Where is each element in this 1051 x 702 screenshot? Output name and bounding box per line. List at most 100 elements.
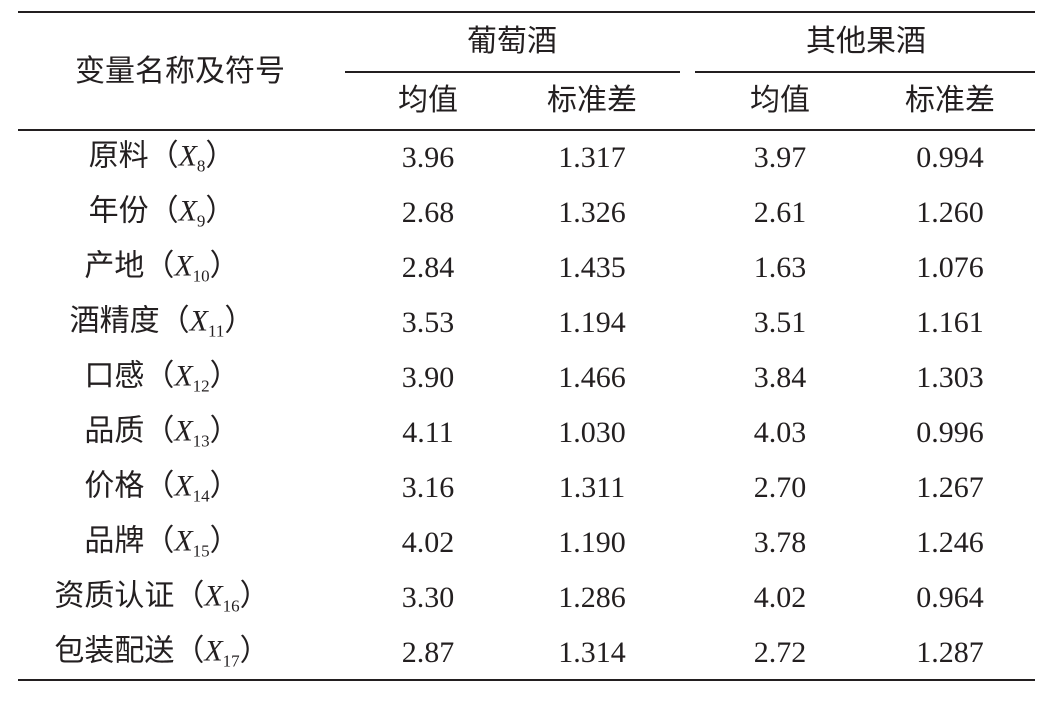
value-cell: 0.996 — [916, 416, 984, 449]
variable-symbol: X — [189, 304, 208, 338]
variable-name: 酒精度 — [69, 304, 160, 338]
value-cell: 1.286 — [558, 581, 626, 614]
variable-subscript: 14 — [192, 486, 210, 506]
variable-symbol: X — [174, 524, 193, 558]
value-cell: 1.267 — [916, 471, 984, 504]
variable-name: 价格 — [84, 469, 145, 503]
bracket: ） — [205, 139, 236, 173]
bracket: ） — [209, 414, 240, 448]
variable-header: 变量名称及符号 — [75, 55, 285, 88]
value-cell: 4.11 — [402, 416, 454, 449]
variable-name: 口感 — [84, 359, 145, 393]
value-cell: 2.61 — [753, 196, 807, 229]
value-cell: 3.30 — [401, 581, 455, 614]
value-cell: 1.435 — [558, 251, 626, 284]
value-cell: 1.246 — [916, 526, 984, 559]
value-cell: 4.03 — [753, 416, 807, 449]
bracket: （ — [144, 249, 175, 283]
bracket: ） — [239, 634, 270, 668]
bracket: ） — [209, 524, 240, 558]
value-cell: 3.90 — [401, 361, 455, 394]
variable-subscript: 12 — [192, 376, 210, 396]
row-label: 品牌（X15） — [84, 524, 240, 561]
value-cell: 1.314 — [558, 636, 626, 669]
bracket: ） — [205, 194, 236, 228]
column-header: 均值 — [398, 84, 458, 117]
bracket: （ — [148, 194, 179, 228]
bracket: （ — [159, 304, 190, 338]
value-cell: 3.96 — [401, 141, 455, 174]
bracket: ） — [209, 359, 240, 393]
variable-symbol: X — [178, 194, 197, 228]
variable-name: 品质 — [84, 414, 145, 448]
value-cell: 0.994 — [916, 141, 984, 174]
group-rule — [695, 71, 1035, 73]
variable-subscript: 15 — [192, 541, 210, 561]
value-cell: 3.97 — [753, 141, 807, 174]
value-cell: 1.317 — [558, 141, 626, 174]
bracket: （ — [144, 359, 175, 393]
value-cell: 2.87 — [401, 636, 455, 669]
variable-subscript: 9 — [196, 211, 206, 231]
value-cell: 4.02 — [401, 526, 455, 559]
value-cell: 3.78 — [753, 526, 807, 559]
variable-subscript: 16 — [222, 596, 240, 616]
value-cell: 1.63 — [753, 251, 807, 284]
bracket: ） — [209, 469, 240, 503]
value-cell: 1.161 — [916, 306, 984, 339]
variable-symbol: X — [174, 249, 193, 283]
variable-name: 包装配送 — [54, 634, 175, 668]
variable-subscript: 8 — [196, 156, 206, 176]
variable-symbol: X — [204, 579, 223, 613]
bracket: （ — [144, 524, 175, 558]
value-cell: 3.84 — [753, 361, 807, 394]
group-rule — [345, 71, 680, 73]
value-cell: 3.51 — [753, 306, 807, 339]
bracket: （ — [174, 634, 205, 668]
bracket: （ — [144, 469, 175, 503]
variable-name: 原料 — [88, 139, 149, 173]
variable-symbol: X — [204, 634, 223, 668]
row-label: 年份（X9） — [88, 194, 236, 231]
value-cell: 1.303 — [916, 361, 984, 394]
value-cell: 1.076 — [916, 251, 984, 284]
value-cell: 4.02 — [753, 581, 807, 614]
value-cell: 3.16 — [401, 471, 455, 504]
value-cell: 1.326 — [558, 196, 626, 229]
row-label: 口感（X12） — [84, 359, 240, 396]
row-label: 原料（X8） — [88, 139, 236, 176]
bottom-rule — [18, 679, 1035, 681]
variable-symbol: X — [178, 139, 197, 173]
bracket: ） — [209, 249, 240, 283]
variable-name: 年份 — [88, 194, 149, 228]
bracket: （ — [174, 579, 205, 613]
row-label: 包装配送（X17） — [54, 634, 270, 671]
value-cell: 1.466 — [558, 361, 626, 394]
row-label: 品质（X13） — [84, 414, 240, 451]
row-label: 酒精度（X11） — [69, 304, 255, 340]
variable-subscript: 17 — [222, 651, 240, 671]
column-header: 标准差 — [905, 84, 995, 117]
row-label: 产地（X10） — [84, 249, 240, 286]
bracket: （ — [144, 414, 175, 448]
value-cell: 1.190 — [558, 526, 626, 559]
value-cell: 1.194 — [558, 306, 626, 339]
variable-name: 资质认证 — [54, 579, 175, 613]
variable-subscript: 10 — [192, 266, 210, 286]
variable-symbol: X — [174, 414, 193, 448]
value-cell: 1.260 — [916, 196, 984, 229]
group-header: 其他果酒 — [806, 25, 926, 58]
value-cell: 3.53 — [401, 306, 455, 339]
header-rule — [18, 129, 1035, 131]
value-cell: 1.287 — [916, 636, 984, 669]
value-cell: 1.030 — [558, 416, 626, 449]
variable-subscript: 13 — [192, 431, 210, 451]
bracket: （ — [148, 139, 179, 173]
bracket: ） — [239, 579, 270, 613]
top-rule — [18, 11, 1035, 13]
variable-symbol: X — [174, 469, 193, 503]
value-cell: 2.84 — [401, 251, 455, 284]
value-cell: 0.964 — [916, 581, 984, 614]
value-cell: 2.72 — [753, 636, 807, 669]
